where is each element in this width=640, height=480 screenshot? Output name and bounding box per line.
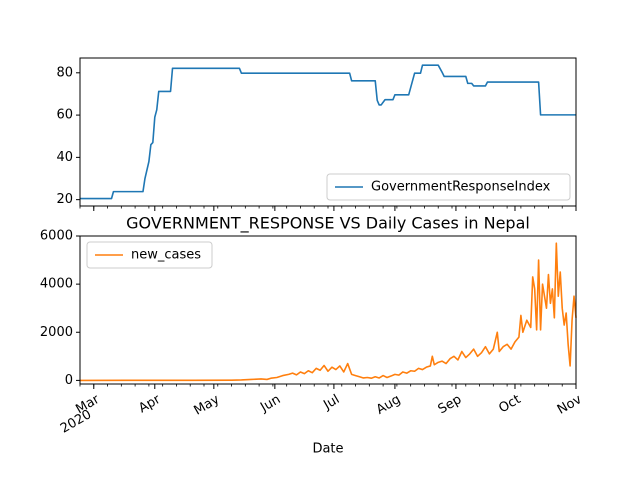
bottom-legend-label: new_cases xyxy=(131,248,201,263)
top-legend-label: GovernmentResponseIndex xyxy=(371,180,551,195)
top-y-ticks: 20 40 60 80 xyxy=(56,65,80,207)
chart-title: GOVERNMENT_RESPONSE VS Daily Cases in Ne… xyxy=(126,214,530,234)
x-tick-label: Jul xyxy=(320,392,342,413)
series-line-new-cases xyxy=(79,242,577,382)
bottom-plot-lines xyxy=(79,242,577,382)
bottom-legend-box xyxy=(86,241,213,269)
bottom-axes-frame xyxy=(79,235,577,385)
bottom-y-ticks: 0 2000 4000 6000 xyxy=(40,229,80,388)
y-tick-label: 80 xyxy=(56,65,73,80)
y-tick-label: 60 xyxy=(56,108,73,123)
y-tick-label: 40 xyxy=(56,150,73,165)
y-tick-label: 20 xyxy=(56,192,73,207)
x-axis-label: Date xyxy=(312,442,343,457)
top-axes-frame xyxy=(79,57,577,207)
y-tick-label: 6000 xyxy=(40,229,73,244)
y-tick-label: 2000 xyxy=(40,325,73,340)
series-line-governmentresponseindex xyxy=(80,64,576,200)
y-tick-label: 0 xyxy=(65,373,73,388)
top-subplot: 20 40 60 80 GovernmentResponseIndex xyxy=(56,57,577,211)
top-plot-lines xyxy=(80,64,576,200)
top-legend-box xyxy=(326,173,571,201)
top-legend: GovernmentResponseIndex xyxy=(326,173,571,201)
bottom-legend: new_cases xyxy=(86,241,213,269)
y-tick-label: 4000 xyxy=(40,277,73,292)
